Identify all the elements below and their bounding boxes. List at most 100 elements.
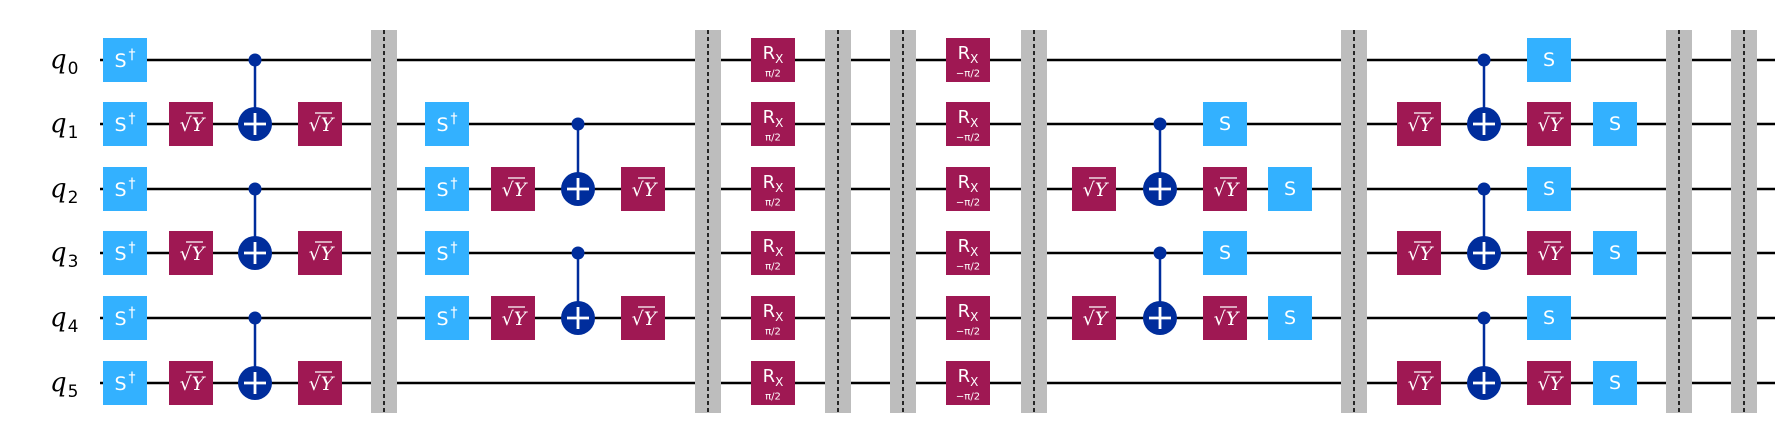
cnot-gate — [238, 53, 272, 141]
sqrt-y-gate: √Y — [491, 167, 535, 211]
barrier — [1021, 30, 1047, 413]
control-dot — [571, 246, 585, 260]
sqrt-y-label: √Y — [1408, 114, 1435, 136]
gate-box — [1527, 102, 1571, 146]
gate-box — [1527, 167, 1571, 211]
sqrt-y-gate: √Y — [1527, 361, 1571, 405]
rx-gate: RX −π/2 — [946, 38, 990, 82]
gate-box — [103, 231, 147, 275]
s-gate: S — [1203, 102, 1247, 146]
sqrt-y-gate: √Y — [621, 167, 665, 211]
rx-label: RX — [958, 43, 979, 66]
rx-gate: RX −π/2 — [946, 361, 990, 405]
qubit-label: q2 — [50, 174, 78, 208]
sdg-gate: S † — [425, 296, 469, 340]
sdg-gate: S † — [103, 361, 147, 405]
sqrt-y-gate: √Y — [169, 231, 213, 275]
sdg-gate: S † — [425, 102, 469, 146]
rx-label: RX — [763, 366, 784, 389]
rx-gate: RX π/2 — [751, 296, 795, 340]
gate-box — [1397, 231, 1441, 275]
cnot-gate — [561, 117, 595, 206]
gate-box — [103, 361, 147, 405]
gate-box — [1527, 296, 1571, 340]
s-label: S — [1543, 307, 1555, 329]
rx-param: π/2 — [765, 133, 781, 144]
sqrt-y-label: √Y — [1538, 114, 1565, 136]
gates: S † S † S † S † S † S † √Y √Y √Y √Y √Y √Y S † S † S † S † √Y √Y √Y √Y… — [103, 38, 1637, 405]
rx-param: π/2 — [765, 69, 781, 80]
gate-box — [169, 361, 213, 405]
sdg-label: S † — [436, 305, 457, 330]
gate-box — [425, 102, 469, 146]
gate-box — [1593, 102, 1637, 146]
rx-gate: RX −π/2 — [946, 296, 990, 340]
gate-box — [103, 167, 147, 211]
gate-box — [751, 102, 795, 146]
gate-box — [491, 296, 535, 340]
sqrt-y-label: √Y — [502, 308, 529, 330]
rx-param: −π/2 — [956, 327, 980, 338]
qubit-label: q0 — [50, 45, 78, 79]
sqrt-y-gate: √Y — [298, 361, 342, 405]
sqrt-y-label: √Y — [309, 243, 336, 265]
sqrt-y-gate: √Y — [1397, 231, 1441, 275]
s-label: S — [1609, 372, 1621, 394]
sqrt-y-label: √Y — [502, 179, 529, 201]
rx-gate: RX π/2 — [751, 38, 795, 82]
qubit-label: q3 — [50, 238, 78, 272]
rx-param: −π/2 — [956, 69, 980, 80]
rx-param: −π/2 — [956, 198, 980, 209]
rx-label: RX — [763, 107, 784, 130]
gate-box — [751, 38, 795, 82]
gate-box — [1072, 167, 1116, 211]
sqrt-y-label: √Y — [1408, 243, 1435, 265]
cnot-gate — [1467, 311, 1501, 400]
sqrt-y-gate: √Y — [1527, 231, 1571, 275]
cnot-gate — [561, 246, 595, 335]
gate-box — [1397, 361, 1441, 405]
gate-box — [751, 361, 795, 405]
gate-box — [103, 38, 147, 82]
gate-box — [298, 102, 342, 146]
gate-box — [946, 231, 990, 275]
rx-gate: RX π/2 — [751, 167, 795, 211]
sqrt-y-gate: √Y — [621, 296, 665, 340]
sqrt-y-label: √Y — [1214, 308, 1241, 330]
sqrt-y-gate: √Y — [169, 361, 213, 405]
sdg-gate: S † — [103, 38, 147, 82]
gate-box — [425, 231, 469, 275]
rx-param: −π/2 — [956, 133, 980, 144]
s-gate: S — [1593, 102, 1637, 146]
sqrt-y-label: √Y — [180, 373, 207, 395]
qubit-label: q5 — [50, 368, 78, 402]
s-gate: S — [1268, 167, 1312, 211]
control-dot — [571, 117, 585, 131]
gate-box — [751, 296, 795, 340]
sqrt-y-gate: √Y — [1203, 167, 1247, 211]
rx-param: π/2 — [765, 327, 781, 338]
gate-box — [946, 296, 990, 340]
cnot-gate — [238, 182, 272, 270]
sqrt-y-label: √Y — [180, 243, 207, 265]
gate-box — [491, 167, 535, 211]
sdg-label: S † — [114, 176, 135, 201]
sqrt-y-label: √Y — [1538, 373, 1565, 395]
gate-box — [103, 296, 147, 340]
sdg-gate: S † — [103, 296, 147, 340]
gate-box — [1527, 361, 1571, 405]
gate-box — [1593, 231, 1637, 275]
gate-box — [1072, 296, 1116, 340]
gate-box — [946, 38, 990, 82]
sdg-label: S † — [436, 176, 457, 201]
gate-box — [1527, 231, 1571, 275]
barrier — [695, 30, 721, 413]
s-gate: S — [1593, 361, 1637, 405]
sqrt-y-gate: √Y — [491, 296, 535, 340]
rx-gate: RX π/2 — [751, 231, 795, 275]
rx-param: π/2 — [765, 392, 781, 403]
gate-box — [1203, 102, 1247, 146]
s-gate: S — [1527, 167, 1571, 211]
s-gate: S — [1527, 38, 1571, 82]
barrier — [890, 30, 916, 413]
